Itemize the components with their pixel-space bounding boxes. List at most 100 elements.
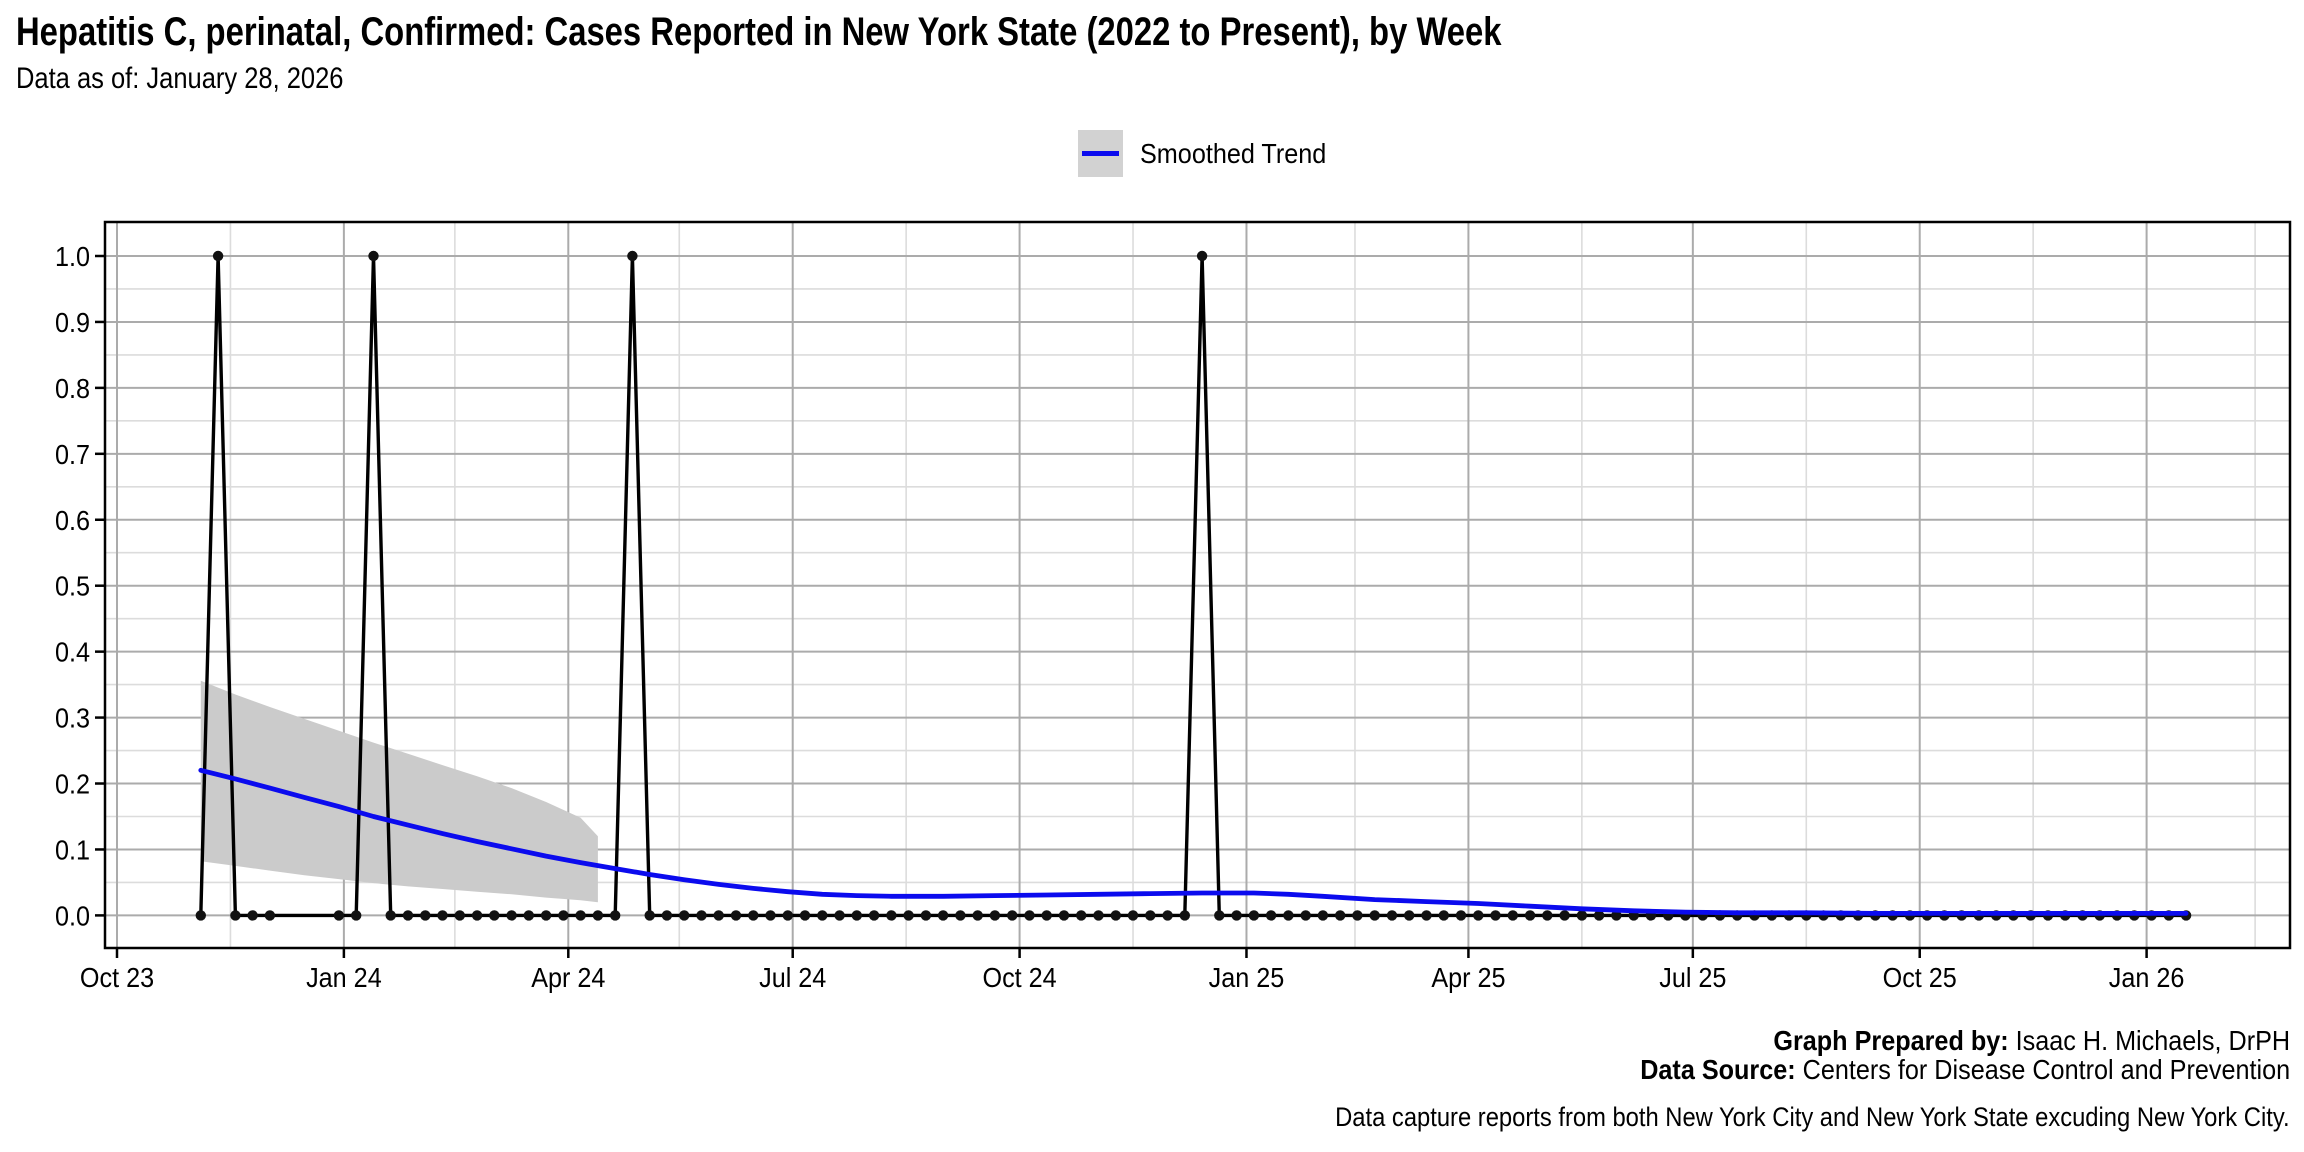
data-point [730, 910, 742, 921]
x-axis: Oct 23 Jan 24 Apr 24 Jul 24 Oct 24 Jan 25 Apr … [80, 948, 2185, 994]
prepared-by-value: Isaac H. Michaels, DrPH [2008, 1025, 2290, 1056]
data-point [1490, 910, 1501, 921]
data-point [368, 250, 379, 262]
prepared-by-line: Graph Prepared by: Isaac H. Michaels, Dr… [1640, 1026, 2290, 1055]
data-point [1335, 910, 1346, 921]
x-tick-label: Jan 25 [1209, 962, 1285, 994]
data-point [955, 910, 966, 921]
data-point [1110, 910, 1122, 921]
data-point [989, 910, 1001, 921]
data-point [661, 910, 673, 921]
smoothed-trend-line [198, 767, 2189, 916]
confidence-ribbon [200, 680, 598, 903]
data-point [247, 910, 258, 921]
data-point [1093, 910, 1104, 921]
y-tick-label: 0.1 [55, 834, 90, 866]
x-tick-label: Jul 24 [759, 962, 826, 994]
y-tick-label: 0.3 [55, 702, 90, 734]
data-point [1317, 910, 1329, 921]
data-point [1524, 910, 1536, 921]
data-point [1024, 910, 1035, 921]
page-subtitle: Data as of: January 28, 2026 [16, 62, 344, 95]
data-point [799, 910, 811, 921]
data-point [1593, 910, 1605, 921]
y-tick-label: 0.9 [55, 307, 90, 339]
x-tick-label: Oct 24 [982, 962, 1056, 994]
data-point [782, 910, 793, 921]
data-point [1214, 910, 1225, 921]
x-tick-label: Jul 25 [1659, 962, 1726, 994]
y-tick-label: 0.0 [55, 900, 90, 932]
data-point [765, 910, 776, 921]
data-source-label: Data Source: [1640, 1054, 1796, 1085]
data-point [1507, 910, 1519, 921]
x-tick-label: Oct 23 [80, 962, 154, 994]
data-point [437, 910, 448, 921]
prepared-by-label: Graph Prepared by: [1773, 1025, 2009, 1056]
data-point [851, 910, 862, 921]
data-point [644, 910, 655, 921]
data-point [1007, 910, 1018, 921]
data-point [1473, 910, 1484, 921]
data-point [748, 910, 759, 921]
legend-label: Smoothed Trend [1140, 137, 1327, 169]
y-tick-label: 0.7 [55, 439, 90, 471]
data-point [972, 910, 983, 921]
data-point [696, 910, 707, 921]
data-point [1438, 910, 1450, 921]
data-capture-note: Data capture reports from both New York … [1335, 1102, 2290, 1132]
legend: Smoothed Trend [1078, 130, 1347, 177]
y-tick-label: 0.2 [55, 768, 90, 800]
data-source-line: Data Source: Centers for Disease Control… [1640, 1055, 2290, 1084]
data-point [1611, 910, 1622, 921]
data-point [713, 910, 724, 921]
data-point [1386, 910, 1398, 921]
weekly-cases-points [195, 250, 2192, 921]
page-title: Hepatitis C, perinatal, Confirmed: Cases… [16, 10, 1502, 54]
data-point [610, 910, 621, 921]
y-tick-label: 0.5 [55, 570, 90, 602]
data-point [523, 910, 534, 921]
data-point [937, 910, 949, 921]
data-point [1421, 910, 1432, 921]
data-point [471, 910, 483, 921]
data-point [195, 910, 206, 921]
x-tick-label: Apr 25 [1431, 962, 1505, 994]
data-point [1369, 910, 1380, 921]
data-point [1404, 910, 1415, 921]
data-point [920, 910, 932, 921]
credits: Graph Prepared by: Isaac H. Michaels, Dr… [1640, 1026, 2290, 1084]
data-point [420, 910, 431, 921]
data-point [1248, 910, 1260, 921]
x-tick-label: Apr 24 [531, 962, 605, 994]
data-point [1196, 250, 1208, 262]
data-point [1058, 910, 1070, 921]
x-tick-label: Jan 26 [2109, 962, 2185, 994]
data-point [402, 910, 414, 921]
data-point [558, 910, 569, 921]
data-point [454, 910, 465, 921]
data-point [1542, 910, 1553, 921]
legend-trend-line-icon [1082, 151, 1119, 156]
data-point [1076, 910, 1087, 921]
data-point [1576, 910, 1588, 921]
data-source-value: Centers for Disease Control and Preventi… [1795, 1054, 2290, 1085]
data-point [230, 910, 241, 921]
data-point [1455, 910, 1467, 921]
y-tick-label: 0.4 [55, 636, 90, 668]
y-axis: 0.0 0.1 0.2 0.3 0.4 0.5 0.6 0.7 0.8 0.9 1.0 [55, 241, 105, 932]
x-tick-label: Jan 24 [306, 962, 382, 994]
data-point [1300, 910, 1311, 921]
data-point [592, 910, 604, 921]
data-point [886, 910, 897, 921]
x-tick-label: Oct 25 [1883, 962, 1957, 994]
data-point [868, 910, 880, 921]
data-point [489, 910, 500, 921]
data-point [834, 910, 845, 921]
data-point [1162, 910, 1173, 921]
data-point [1127, 910, 1139, 921]
data-point [506, 910, 517, 921]
data-point [351, 910, 362, 921]
